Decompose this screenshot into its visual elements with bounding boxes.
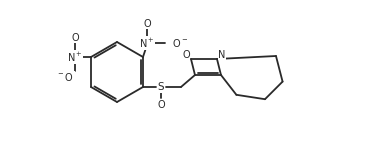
Text: $^-$O: $^-$O <box>56 71 74 83</box>
Text: N$^+$: N$^+$ <box>67 50 83 64</box>
Text: S: S <box>157 82 164 92</box>
Text: O$^-$: O$^-$ <box>172 37 188 49</box>
Text: O: O <box>71 33 79 43</box>
Text: O: O <box>143 19 151 29</box>
Text: O: O <box>182 50 190 60</box>
Text: O: O <box>157 100 165 110</box>
Text: N: N <box>218 50 226 60</box>
Text: N$^+$: N$^+$ <box>139 36 155 50</box>
